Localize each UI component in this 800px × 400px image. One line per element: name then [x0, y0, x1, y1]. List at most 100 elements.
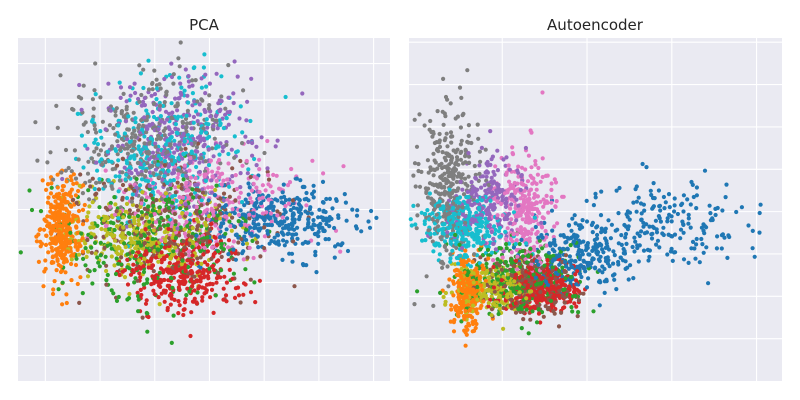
- scatter-point: [145, 277, 150, 282]
- scatter-point: [149, 193, 154, 198]
- scatter-point: [591, 203, 597, 208]
- scatter-point: [672, 209, 677, 214]
- scatter-point: [96, 260, 101, 265]
- scatter-point: [164, 89, 169, 94]
- scatter-point: [118, 85, 124, 90]
- scatter-point: [458, 125, 463, 130]
- scatter-point: [249, 76, 254, 81]
- scatter-point: [688, 202, 693, 207]
- scatter-point: [132, 215, 137, 220]
- scatter-point: [182, 300, 188, 305]
- scatter-point: [666, 192, 672, 197]
- scatter-point: [208, 295, 213, 300]
- scatter-point: [205, 262, 210, 267]
- scatter-point: [517, 241, 522, 247]
- scatter-point: [283, 94, 288, 100]
- scatter-point: [726, 233, 731, 238]
- scatter-point: [681, 257, 687, 262]
- scatter-point: [130, 202, 135, 207]
- scatter-point: [139, 103, 144, 108]
- scatter-point: [306, 240, 311, 245]
- scatter-point: [38, 209, 44, 214]
- scatter-point: [218, 161, 223, 166]
- scatter-point: [681, 209, 686, 214]
- scatter-point: [633, 239, 638, 244]
- scatter-point: [120, 182, 126, 188]
- scatter-point: [244, 118, 249, 123]
- scatter-point: [165, 283, 170, 288]
- scatter-point: [290, 232, 295, 237]
- scatter-point: [145, 329, 150, 334]
- scatter-point: [616, 211, 621, 216]
- scatter-point: [152, 92, 158, 97]
- scatter-point: [449, 303, 454, 308]
- scatter-point: [266, 173, 271, 178]
- scatter-point: [510, 145, 515, 150]
- scatter-point: [558, 233, 563, 238]
- scatter-point: [194, 164, 199, 170]
- scatter-point: [136, 123, 141, 128]
- scatter-point: [120, 197, 125, 202]
- scatter-point: [184, 180, 189, 185]
- scatter-point: [568, 243, 573, 248]
- scatter-point: [304, 203, 309, 208]
- scatter-point: [260, 211, 265, 216]
- scatter-point: [204, 282, 210, 287]
- scatter-point: [280, 257, 285, 262]
- scatter-point: [53, 247, 59, 252]
- scatter-point: [355, 208, 360, 213]
- scatter-point: [354, 213, 360, 218]
- scatter-point: [235, 149, 240, 154]
- scatter-point: [226, 161, 231, 166]
- scatter-point: [180, 265, 185, 270]
- scatter-point: [209, 221, 214, 226]
- scatter-point: [108, 204, 113, 209]
- scatter-point: [48, 150, 53, 155]
- scatter-point: [467, 323, 472, 328]
- scatter-point: [311, 195, 316, 200]
- scatter-point: [465, 183, 470, 188]
- scatter-point: [177, 195, 182, 200]
- scatter-point: [166, 270, 171, 275]
- scatter-point: [68, 239, 73, 244]
- scatter-point: [437, 144, 443, 149]
- scatter-point: [53, 210, 58, 215]
- scatter-point: [150, 217, 155, 222]
- scatter-point: [202, 260, 207, 265]
- scatter-point: [68, 190, 73, 195]
- scatter-point: [160, 152, 165, 157]
- scatter-point: [170, 130, 175, 135]
- scatter-point: [130, 131, 135, 136]
- scatter-point: [62, 196, 67, 201]
- scatter-point: [79, 133, 84, 138]
- scatter-point: [270, 190, 275, 195]
- scatter-point: [128, 272, 134, 277]
- scatter-point: [251, 255, 256, 261]
- scatter-point: [233, 173, 238, 178]
- scatter-point: [152, 275, 158, 280]
- scatter-point: [590, 230, 595, 235]
- scatter-point: [212, 136, 217, 141]
- scatter-point: [169, 115, 174, 120]
- scatter-point: [221, 247, 226, 252]
- scatter-point: [212, 268, 217, 273]
- scatter-point: [183, 269, 188, 274]
- scatter-point: [447, 277, 452, 282]
- scatter-point: [175, 180, 180, 185]
- scatter-point: [105, 272, 110, 278]
- scatter-point: [200, 137, 206, 142]
- scatter-point: [163, 191, 168, 196]
- scatter-point: [133, 90, 138, 96]
- scatter-point: [169, 224, 174, 229]
- scatter-point: [192, 99, 197, 104]
- scatter-point: [127, 85, 133, 90]
- scatter-point: [194, 278, 199, 283]
- scatter-point: [233, 251, 238, 256]
- scatter-point: [138, 266, 143, 271]
- scatter-point: [326, 216, 331, 221]
- scatter-point: [176, 299, 181, 304]
- scatter-point: [189, 150, 194, 155]
- scatter-point: [193, 149, 198, 154]
- scatter-point: [219, 254, 224, 259]
- scatter-point: [108, 108, 113, 113]
